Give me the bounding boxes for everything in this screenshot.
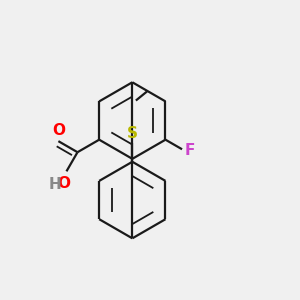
Text: H: H [48,177,61,192]
Text: O: O [57,176,70,191]
Text: S: S [127,126,138,141]
Text: O: O [52,123,65,138]
Text: F: F [185,143,195,158]
